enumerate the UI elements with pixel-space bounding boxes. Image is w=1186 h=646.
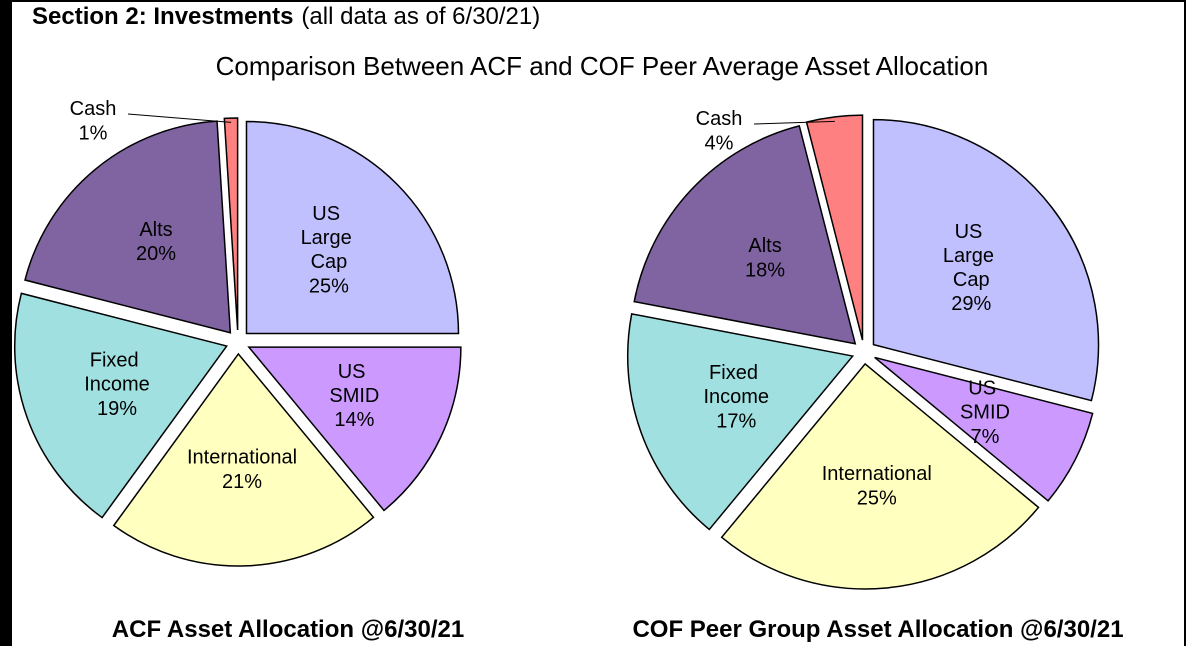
slice-label: US SMID — [960, 378, 1010, 424]
slice-label-line: Large — [301, 227, 358, 249]
leader-line — [753, 120, 835, 125]
pie-slice — [633, 124, 857, 345]
pie-slice — [223, 117, 239, 331]
slice-label-line: Alts — [139, 219, 172, 241]
slice-value-label: 19% — [97, 398, 137, 420]
slice-value-label: 17% — [716, 410, 756, 432]
slice-label: Fixed Income — [84, 350, 150, 396]
pie-title: ACF Asset Allocation @6/30/21 — [112, 616, 464, 643]
slice-label-line: Cap — [953, 269, 990, 291]
header-title: Section 2: Investments — [32, 3, 293, 30]
slice-value-label: 25% — [857, 487, 897, 509]
slice-label-line: Cap — [311, 251, 348, 273]
pie-slice — [872, 118, 1100, 402]
pie-slice — [245, 120, 460, 335]
pie-slice — [720, 362, 1040, 590]
slice-label: Alts — [139, 219, 172, 241]
slice-label-line: SMID — [960, 402, 1010, 424]
slice-label-line: Fixed — [90, 350, 144, 372]
slice-value-label: 1% — [79, 122, 108, 144]
slice-label: Alts — [748, 235, 781, 257]
slice-value-label: 18% — [745, 259, 785, 281]
slice-label: International — [822, 463, 932, 485]
header: Section 2: Investments (all data as of 6/… — [32, 3, 540, 30]
slice-label-line: International — [187, 447, 297, 469]
pie-slice — [627, 313, 855, 531]
slice-label-line: International — [822, 463, 932, 485]
slice-value-label: 7% — [971, 426, 1000, 448]
pie-slice — [112, 352, 375, 567]
pie-slice — [24, 120, 232, 334]
slice-label-line: Cash — [696, 108, 743, 130]
slice-label-line: Income — [703, 386, 769, 408]
slice-label: US Large Cap — [943, 221, 1000, 291]
slice-label-line: Fixed — [709, 362, 763, 384]
slice-value-label: 14% — [334, 409, 374, 431]
slice-label: Fixed Income — [703, 362, 769, 408]
slice-value-label: 4% — [705, 132, 734, 154]
slice-label-line: SMID — [329, 385, 379, 407]
slice-label: US SMID — [329, 361, 379, 407]
slice-value-label: 21% — [222, 471, 262, 493]
slice-label-line: Cash — [70, 98, 117, 120]
header-note: (all data as of 6/30/21) — [301, 3, 540, 30]
pie-slice — [14, 292, 228, 519]
slice-value-label: 20% — [136, 243, 176, 265]
slice-label-line: US — [968, 378, 1001, 400]
slice-label-line: Alts — [748, 235, 781, 257]
slice-label-line: Income — [84, 374, 150, 396]
slice-value-label: 29% — [951, 293, 991, 315]
slice-label-line: Large — [943, 245, 1000, 267]
pie-title: COF Peer Group Asset Allocation @6/30/21 — [632, 616, 1123, 643]
slice-label: International — [187, 447, 297, 469]
slice-label: Cash — [696, 108, 743, 130]
slice-label-line: US — [312, 203, 345, 225]
pie-slice — [874, 356, 1094, 502]
subtitle: Comparison Between ACF and COF Peer Aver… — [216, 51, 989, 81]
slice-label: US Large Cap — [301, 203, 358, 273]
slice-value-label: 25% — [309, 275, 349, 297]
leader-line — [127, 113, 232, 123]
slice-label-line: US — [338, 361, 371, 383]
slice-label-line: US — [955, 221, 988, 243]
pie-slice — [247, 346, 462, 512]
slice-label: Cash — [70, 98, 117, 120]
